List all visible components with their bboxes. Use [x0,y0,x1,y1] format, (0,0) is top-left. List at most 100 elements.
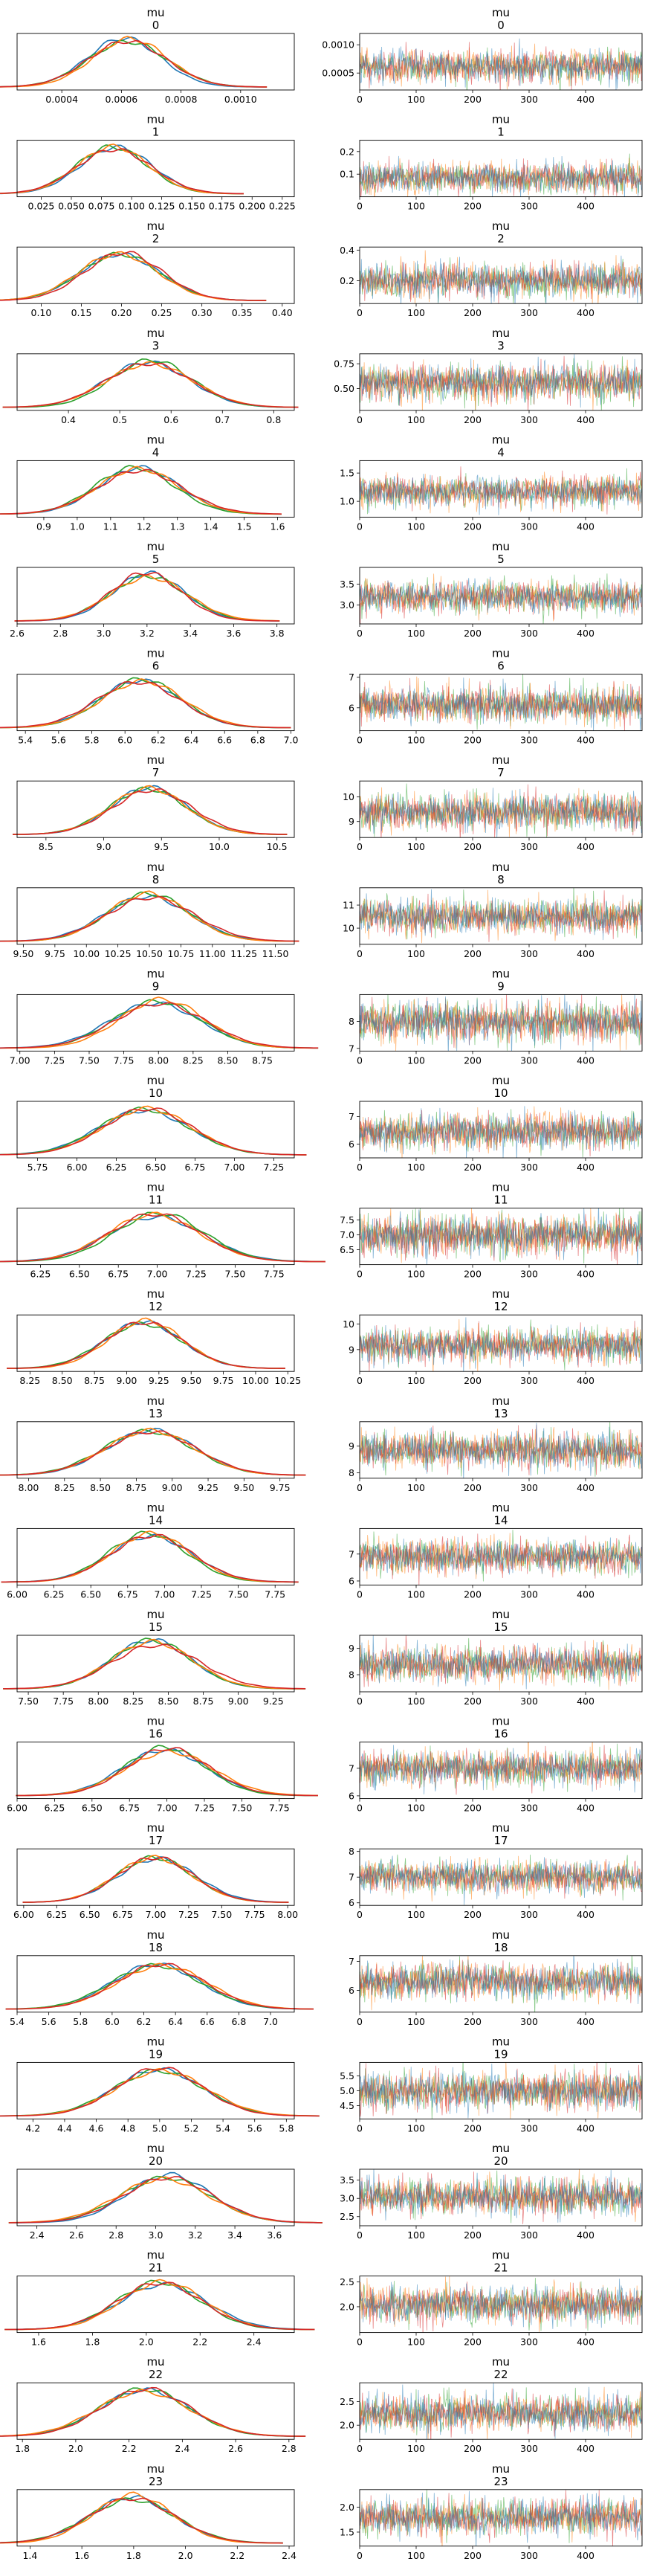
trace-ytick-label: 7 [349,1548,354,1559]
trace-title-index: 5 [497,553,505,566]
trace-title-var: mu [492,2462,510,2476]
kde-xtick-label: 8.00 [277,1909,298,1920]
trace-xtick-label: 200 [464,2443,482,2454]
kde-line-chain-2 [1,1530,299,1583]
trace-xtick-label: 0 [357,841,363,852]
trace-title-index: 7 [497,766,505,779]
trace-xtick-label: 200 [464,1482,482,1493]
trace-ytick-label: 6.5 [340,1244,354,1255]
kde-xtick-label: 3.2 [140,628,155,639]
trace-title-index: 21 [493,2261,508,2275]
kde-line-chain-0 [0,2387,306,2437]
trace-ytick-label: 10 [343,791,354,802]
kde-title-index: 1 [152,126,160,139]
trace-ytick-label: 6 [349,1985,354,1996]
trace-title-index: 15 [493,1620,508,1634]
kde-line-chain-1 [0,466,282,515]
kde-xtick-label: 1.4 [22,2550,37,2561]
trace-ytick-label: 10 [343,923,354,934]
trace-title-var: mu [492,326,510,340]
kde-xtick-label: 5.8 [73,2016,88,2027]
kde-xtick-label: 0.200 [239,201,265,212]
kde-xtick-label: 0.0008 [165,94,198,105]
kde-xtick-label: 5.6 [247,2122,262,2134]
kde-axes [16,2489,295,2547]
trace-axes [359,2276,643,2334]
kde-axes [16,1635,295,1693]
trace-xtick-label: 200 [464,414,482,425]
trace-line-chain-0 [360,576,642,617]
kde-line-chain-0 [5,1962,314,2010]
trace-line-chain-0 [360,255,642,304]
trace-xtick-label: 200 [464,1803,482,1814]
kde-xtick-label: 1.6 [270,521,285,532]
kde-line-chain-2 [0,465,282,515]
kde-axes [16,1527,295,1585]
trace-ytick-label: 1.0 [340,496,354,507]
kde-xtick-label: 6.0 [117,735,132,746]
trace-ytick-label: 6 [349,1575,354,1586]
kde-line-chain-0 [3,1638,306,1690]
kde-axes [16,33,295,91]
trace-xtick-label: 300 [520,2229,538,2241]
trace-xtick-label: 400 [577,2229,594,2241]
kde-line-chain-1 [16,1749,318,1797]
trace-axes [359,1314,643,1372]
kde-line-chain-3 [0,148,244,195]
kde-xtick-label: 8.00 [88,1696,108,1707]
kde-xtick-label: 2.6 [69,2229,84,2241]
trace-line-chain-3 [360,466,642,515]
trace-xtick-label: 100 [407,1269,425,1280]
kde-line-chain-0 [0,2067,320,2117]
trace-title-var: mu [492,219,510,233]
kde-xtick-label: 2.2 [230,2550,244,2561]
trace-xtick-label: 400 [577,1162,594,1173]
trace-title-var: mu [492,1074,510,1087]
kde-xtick-label: 7.00 [154,1588,175,1600]
trace-xtick-label: 400 [577,2016,594,2027]
trace-line-chain-0 [360,2169,642,2223]
trace-ytick-label: 7 [349,672,354,683]
kde-title-index: 16 [149,1727,163,1741]
kde-xtick-label: 6.25 [44,1803,65,1814]
kde-xtick-label: 8.75 [193,1696,214,1707]
kde-line-chain-3 [22,1856,289,1903]
kde-xtick-label: 6.75 [119,1803,140,1814]
kde-xtick-label: 5.4 [216,2122,230,2134]
kde-xtick-label: 9.25 [198,1482,218,1493]
kde-title-index: 5 [152,553,160,566]
kde-title-var: mu [146,1715,164,1728]
kde-xtick-label: 7.0 [263,2016,278,2027]
kde-xtick-label: 10.25 [105,948,132,959]
trace-line-chain-0 [360,1208,642,1265]
trace-ytick-label: 6 [349,1139,354,1150]
trace-xtick-label: 300 [520,94,538,105]
kde-xtick-label: 6.25 [106,1162,127,1173]
kde-line-chain-1 [0,678,291,729]
trace-ytick-label: 3.5 [340,2174,354,2186]
kde-xtick-label: 6.4 [168,2016,183,2027]
kde-xtick-label: 2.4 [282,2550,297,2561]
trace-ytick-label: 2.5 [340,2396,354,2407]
trace-xtick-label: 300 [520,1054,538,1066]
kde-line-chain-1 [13,785,288,835]
trace-line-chain-1 [360,2169,642,2222]
trace-xtick-label: 0 [357,2016,363,2027]
kde-xtick-label: 7.25 [194,1803,215,1814]
kde-line-chain-3 [0,896,299,942]
kde-xtick-label: 7.25 [178,1909,199,1920]
trace-title-index: 13 [493,1407,508,1420]
kde-xtick-label: 2.0 [139,2337,154,2348]
kde-xtick-label: 3.4 [183,628,198,639]
kde-line-chain-0 [0,894,299,942]
trace-axes [359,1527,643,1585]
kde-axes [16,887,295,945]
trace-xtick-label: 0 [357,1588,363,1600]
kde-xtick-label: 6.8 [250,735,265,746]
trace-title-index: 22 [493,2368,508,2381]
